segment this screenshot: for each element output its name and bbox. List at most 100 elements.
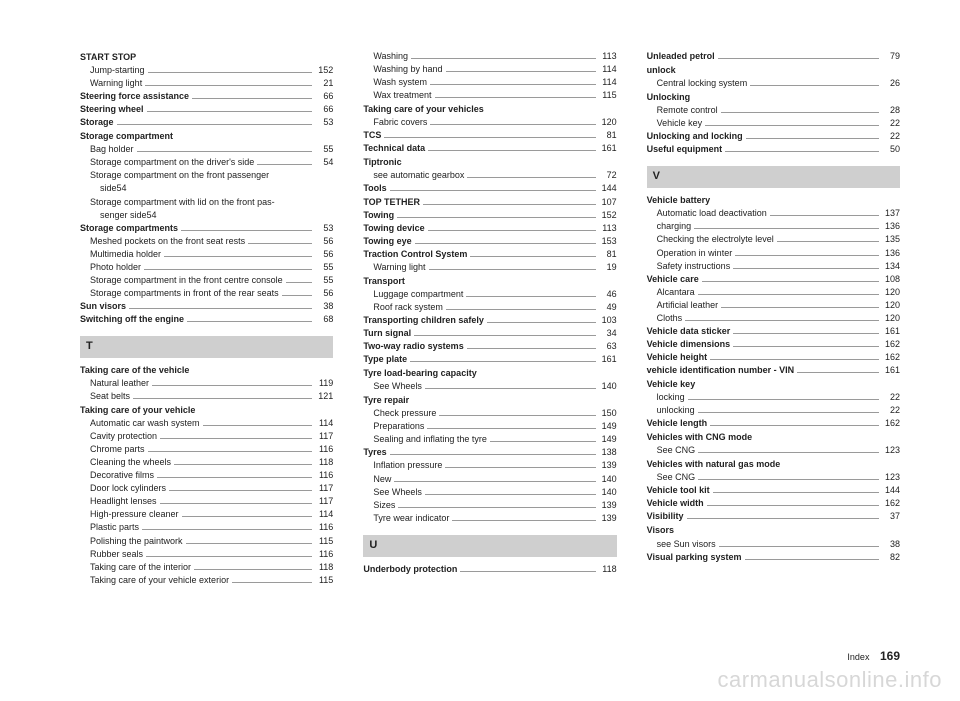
index-subentry-page: 116 (315, 548, 333, 561)
index-subentry: Roof rack system49 (363, 301, 616, 314)
leader (390, 454, 596, 455)
index-entry: Tyres138 (363, 446, 616, 459)
leader (746, 138, 879, 139)
index-subentry-label: Warning light (373, 261, 425, 274)
leader (688, 399, 879, 400)
leader (750, 85, 879, 86)
index-subentry-label: Sealing and inflating the tyre (373, 433, 487, 446)
index-subentry: See CNG123 (647, 471, 900, 484)
index-entry-page: 153 (599, 235, 617, 248)
footer-page-number: 169 (880, 649, 900, 663)
index-heading: Taking care of the vehicle (80, 364, 333, 377)
index-entry: Underbody protection118 (363, 563, 616, 576)
index-subentry-page: 56 (315, 287, 333, 300)
index-entry-page: 53 (315, 222, 333, 235)
index-heading: Vehicle key (647, 378, 900, 391)
index-entry-label: Vehicle length (647, 417, 708, 430)
leader (467, 177, 595, 178)
index-subentry-label: Storage compartments in front of the rea… (90, 287, 279, 300)
index-entry-label: Towing device (363, 222, 424, 235)
index-subentry-page: 54 (117, 182, 127, 195)
index-subentry: Natural leather119 (80, 377, 333, 390)
leader (721, 307, 879, 308)
index-subentry-label: Preparations (373, 420, 424, 433)
index-heading: Visors (647, 524, 900, 537)
index-subentry: Plastic parts116 (80, 521, 333, 534)
index-subentry-page: 150 (599, 407, 617, 420)
index-subentry-label: Vehicle key (657, 117, 703, 130)
index-subentry: Sizes139 (363, 499, 616, 512)
index-heading: unlock (647, 64, 900, 77)
index-subentry-page: 117 (315, 430, 333, 443)
index-entry: Towing device113 (363, 222, 616, 235)
index-entry-label: Type plate (363, 353, 407, 366)
index-subentry-label: Bag holder (90, 143, 134, 156)
index-subentry-page: 123 (882, 444, 900, 457)
index-subentry-label: Decorative films (90, 469, 154, 482)
index-entry-page: 162 (882, 497, 900, 510)
index-subentry-label: Check pressure (373, 407, 436, 420)
leader (698, 294, 879, 295)
index-subentry-label: unlocking (657, 404, 695, 417)
index-subentry-page: 140 (599, 380, 617, 393)
index-subentry: Meshed pockets on the front seat rests56 (80, 235, 333, 248)
index-subentry-label-line2: senger side (90, 209, 147, 222)
leader (687, 518, 879, 519)
index-entry-label: Unlocking and locking (647, 130, 743, 143)
leader (721, 112, 879, 113)
index-entry-label: Vehicle data sticker (647, 325, 731, 338)
index-subentry-label: Artificial leather (657, 299, 719, 312)
leader (415, 243, 596, 244)
index-entry-page: 108 (882, 273, 900, 286)
index-entry-page: 37 (882, 510, 900, 523)
index-subentry: locking22 (647, 391, 900, 404)
index-subentry-page: 54 (147, 209, 157, 222)
index-subentry: Central locking system26 (647, 77, 900, 90)
leader (157, 477, 312, 478)
index-subentry-label: Meshed pockets on the front seat rests (90, 235, 245, 248)
index-subentry-label: Remote control (657, 104, 718, 117)
index-entry-label: Switching off the engine (80, 313, 184, 326)
index-subentry-page: 55 (315, 261, 333, 274)
index-subentry-page: 117 (315, 482, 333, 495)
index-subentry-page: 139 (599, 499, 617, 512)
index-subentry: Vehicle key22 (647, 117, 900, 130)
index-entry: Two-way radio systems63 (363, 340, 616, 353)
leader (146, 556, 312, 557)
leader (148, 72, 313, 73)
index-subentry-page: 120 (882, 312, 900, 325)
index-subentry: Warning light19 (363, 261, 616, 274)
index-entry-page: 103 (599, 314, 617, 327)
index-entry: Vehicle data sticker161 (647, 325, 900, 338)
index-subentry-label: Cavity protection (90, 430, 157, 443)
leader (439, 415, 595, 416)
index-subentry-page: 38 (882, 538, 900, 551)
index-entry: TCS81 (363, 129, 616, 142)
index-subentry-page: 118 (315, 561, 333, 574)
index-subentry-label: Natural leather (90, 377, 149, 390)
index-subentry-label-line2: side (90, 182, 117, 195)
index-subentry: Cavity protection 117 (80, 430, 333, 443)
index-subentry-label: Cleaning the wheels (90, 456, 171, 469)
section-heading: U (363, 535, 616, 557)
leader (398, 507, 595, 508)
leader (117, 124, 313, 125)
index-entry: Technical data161 (363, 142, 616, 155)
index-entry-page: 162 (882, 338, 900, 351)
page-footer: Index 169 (847, 649, 900, 663)
index-entry: Traction Control System81 (363, 248, 616, 261)
index-subentry-label: Warning light (90, 77, 142, 90)
index-subentry: New140 (363, 473, 616, 486)
leader (446, 309, 596, 310)
index-subentry: Safety instructions134 (647, 260, 900, 273)
leader (384, 137, 595, 138)
index-subentry-page: 22 (882, 391, 900, 404)
index-entry-label: TCS (363, 129, 381, 142)
index-subentry-label: charging (657, 220, 692, 233)
index-subentry-label: see automatic gearbox (373, 169, 464, 182)
leader (414, 335, 595, 336)
index-subentry-label: Photo holder (90, 261, 141, 274)
leader (248, 243, 312, 244)
leader (428, 150, 595, 151)
index-subentry-label: Alcantara (657, 286, 695, 299)
